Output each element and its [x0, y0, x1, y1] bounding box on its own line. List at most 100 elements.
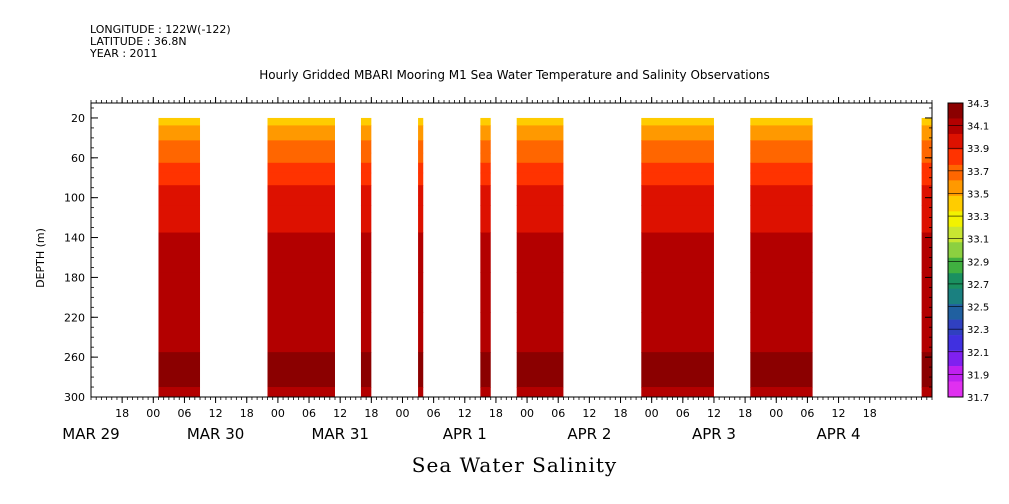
salinity-cell [750, 185, 813, 206]
data-segment [750, 117, 813, 398]
salinity-cell [267, 272, 335, 313]
x-hour-tick-label: 12 [458, 407, 472, 420]
salinity-cell [360, 125, 372, 141]
salinity-cell [750, 152, 813, 164]
x-hour-tick-label: 00 [395, 407, 409, 420]
data-segment [516, 117, 564, 398]
y-tick-label: 180 [64, 271, 85, 284]
salinity-cell [480, 352, 491, 388]
y-axis-label: DEPTH (m) [34, 228, 47, 288]
colorbar-label: 32.7 [967, 280, 989, 291]
salinity-cell [158, 352, 201, 388]
salinity-cell [267, 152, 335, 164]
x-hour-tick-label: 18 [240, 407, 254, 420]
data-segment [921, 117, 932, 398]
salinity-cell [921, 125, 932, 141]
salinity-cell [158, 140, 201, 154]
chart-title: Hourly Gridded MBARI Mooring M1 Sea Wate… [259, 68, 770, 82]
colorbar-label: 33.5 [967, 189, 989, 200]
salinity-cell [418, 185, 424, 206]
colorbar-band [948, 288, 963, 305]
colorbar-label: 34.1 [967, 122, 989, 133]
salinity-cell [360, 352, 372, 388]
x-day-tick-label: APR 1 [443, 425, 487, 443]
longitude-label: LONGITUDE : 122W(-122) [90, 23, 231, 36]
salinity-cell [360, 117, 372, 126]
colorbar-label: 33.1 [967, 235, 989, 246]
salinity-cell [516, 172, 564, 186]
colorbar-band [948, 319, 963, 336]
colorbar-band [948, 381, 963, 398]
colorbar-band [948, 257, 963, 274]
x-hour-tick-label: 00 [271, 407, 285, 420]
latitude-label: LATITUDE : 36.8N [90, 35, 187, 48]
salinity-cell [921, 162, 932, 174]
x-hour-tick-label: 06 [551, 407, 565, 420]
salinity-cell [750, 162, 813, 174]
x-hour-tick-label: 06 [302, 407, 316, 420]
salinity-cell [516, 232, 564, 273]
salinity-cell [480, 272, 491, 313]
salinity-cell [158, 387, 201, 398]
salinity-cell [641, 125, 714, 141]
salinity-cell [480, 125, 491, 141]
x-hour-tick-label: 12 [333, 407, 347, 420]
year-label: YEAR : 2011 [90, 47, 158, 60]
salinity-cell [921, 232, 932, 273]
salinity-cell [750, 140, 813, 154]
salinity-cell [750, 352, 813, 388]
x-day-tick-label: APR 3 [692, 425, 736, 443]
colorbar-band [948, 211, 963, 228]
salinity-cell [516, 205, 564, 234]
salinity-cell [921, 352, 932, 388]
x-day-tick-label: MAR 30 [187, 425, 244, 443]
salinity-cell [158, 185, 201, 206]
y-tick-label: 220 [64, 311, 85, 324]
salinity-cell [267, 205, 335, 234]
y-tick-label: 60 [71, 152, 85, 165]
colorbar-band [948, 226, 963, 243]
x-hour-tick-label: 06 [427, 407, 441, 420]
data-segment [267, 117, 335, 398]
x-day-tick-label: MAR 29 [62, 425, 119, 443]
salinity-cell [921, 205, 932, 234]
salinity-cell [641, 162, 714, 174]
colorbar-band [948, 242, 963, 259]
salinity-cell [921, 172, 932, 186]
salinity-cell [750, 272, 813, 313]
colorbar-label: 32.1 [967, 348, 989, 359]
salinity-cell [516, 312, 564, 353]
salinity-cell [480, 172, 491, 186]
colorbar-band [948, 350, 963, 367]
colorbar-band [948, 133, 963, 150]
salinity-cell [418, 312, 424, 353]
salinity-cell [921, 272, 932, 313]
colorbar-legend: 34.3 34.1 33.9 33.7 33.5 33.3 33.1 32.9 32.7 32.5… [947, 99, 989, 404]
x-hour-tick-label: 18 [614, 407, 628, 420]
salinity-cell [641, 205, 714, 234]
salinity-cell [418, 140, 424, 154]
salinity-cell [267, 185, 335, 206]
salinity-cell [418, 172, 424, 186]
salinity-cell [360, 140, 372, 154]
salinity-cell [641, 117, 714, 126]
salinity-cell [480, 185, 491, 206]
colorbar-band [948, 164, 963, 181]
salinity-cell [158, 312, 201, 353]
salinity-cell [418, 387, 424, 398]
salinity-cell [267, 140, 335, 154]
salinity-cell [418, 117, 424, 126]
salinity-cell [516, 125, 564, 141]
variable-title: Sea Water Salinity [411, 453, 618, 477]
salinity-cell [641, 387, 714, 398]
colorbar-band [948, 103, 963, 119]
x-hour-tick-label: 00 [645, 407, 659, 420]
salinity-cell [360, 162, 372, 174]
salinity-cell [641, 185, 714, 206]
salinity-cell [480, 117, 491, 126]
salinity-cell [267, 312, 335, 353]
salinity-cell [418, 272, 424, 313]
x-hour-tick-label: 00 [520, 407, 534, 420]
colorbar-band [948, 180, 963, 197]
salinity-cell [158, 272, 201, 313]
